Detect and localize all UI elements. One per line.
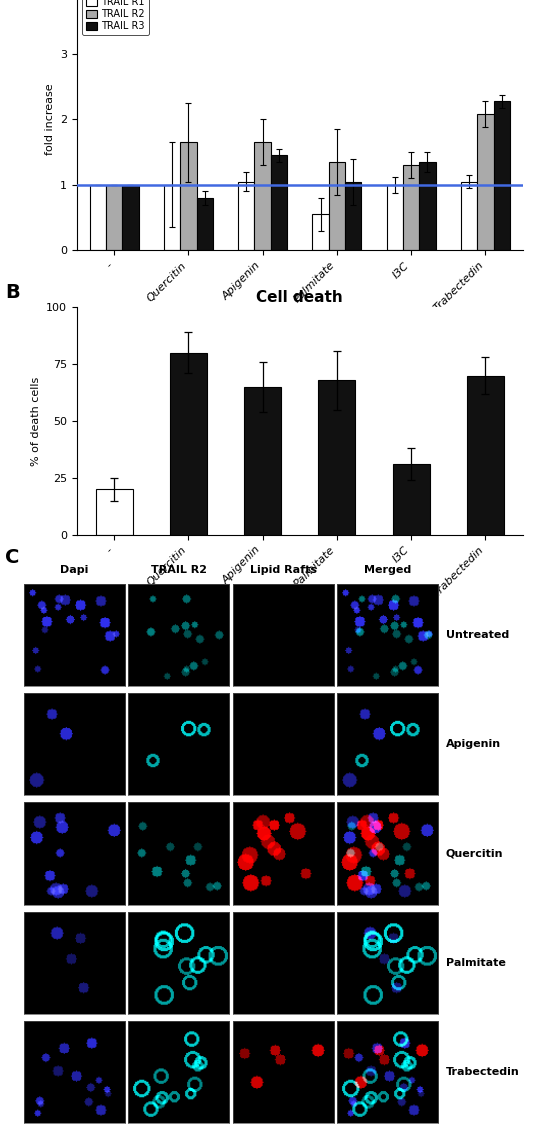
Bar — [387, 184, 403, 250]
Text: C: C — [6, 547, 20, 567]
Bar — [180, 142, 196, 250]
Bar — [461, 182, 477, 250]
Bar — [196, 198, 213, 250]
Text: Untreated: Untreated — [446, 630, 509, 640]
Bar — [90, 184, 106, 250]
Bar — [493, 101, 510, 250]
Bar — [403, 165, 419, 250]
Text: Lipid Rafts: Lipid Rafts — [250, 564, 317, 575]
Bar — [329, 162, 345, 250]
Bar — [244, 387, 281, 535]
Bar — [419, 162, 436, 250]
Text: Dapi: Dapi — [60, 564, 89, 575]
Text: TRAIL R2: TRAIL R2 — [151, 564, 207, 575]
Bar — [467, 376, 504, 535]
Y-axis label: % of death cells: % of death cells — [31, 377, 41, 465]
Legend: TRAIL R1, TRAIL R2, TRAIL R3: TRAIL R1, TRAIL R2, TRAIL R3 — [82, 0, 149, 35]
Text: Apigenin: Apigenin — [446, 740, 501, 749]
Bar — [477, 114, 493, 250]
Bar — [345, 182, 361, 250]
Text: Quercitin: Quercitin — [446, 849, 503, 858]
Text: Trabectedin: Trabectedin — [446, 1067, 519, 1077]
Title: Cell death: Cell death — [256, 290, 343, 305]
Bar — [106, 184, 122, 250]
Bar — [312, 214, 329, 250]
Text: Palmitate: Palmitate — [446, 958, 505, 967]
Bar — [255, 142, 271, 250]
Y-axis label: fold increase: fold increase — [45, 84, 54, 155]
Bar — [393, 464, 430, 535]
Text: Merged: Merged — [364, 564, 411, 575]
Text: B: B — [6, 282, 20, 302]
Bar — [271, 156, 287, 250]
Bar — [96, 489, 133, 535]
Bar — [170, 353, 207, 535]
Bar — [164, 184, 180, 250]
Bar — [318, 380, 355, 535]
Bar — [238, 182, 255, 250]
Bar — [122, 184, 139, 250]
